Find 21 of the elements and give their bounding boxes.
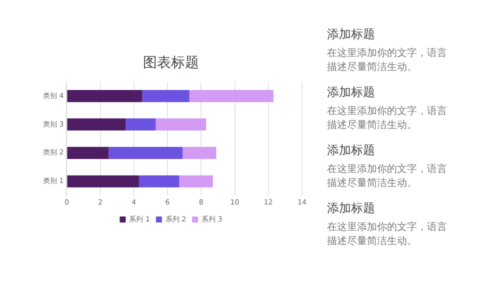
text: 在这里添加你的文字，语言描述尽量简洁生动。	[327, 105, 448, 133]
bar	[67, 118, 126, 131]
bar	[67, 146, 109, 159]
bar	[126, 118, 156, 131]
text: 在这里添加你的文字，语言描述尽量简洁生动。	[327, 163, 448, 191]
bar	[156, 118, 206, 131]
text: 添加标题	[327, 142, 376, 159]
bar	[182, 146, 216, 159]
text: 添加标题	[327, 200, 376, 217]
bar	[179, 175, 213, 188]
bar	[108, 146, 183, 159]
bar	[142, 90, 190, 102]
bar	[67, 175, 139, 188]
chart-title: 图表标题	[143, 55, 199, 72]
bar	[189, 90, 274, 102]
bar	[138, 175, 180, 188]
text: 在这里添加你的文字，语言描述尽量简洁生动。	[327, 47, 448, 75]
bar	[67, 90, 142, 102]
text: 在这里添加你的文字，语言描述尽量简洁生动。	[327, 221, 448, 249]
text: 添加标题	[327, 84, 376, 101]
text: 添加标题	[327, 26, 376, 43]
